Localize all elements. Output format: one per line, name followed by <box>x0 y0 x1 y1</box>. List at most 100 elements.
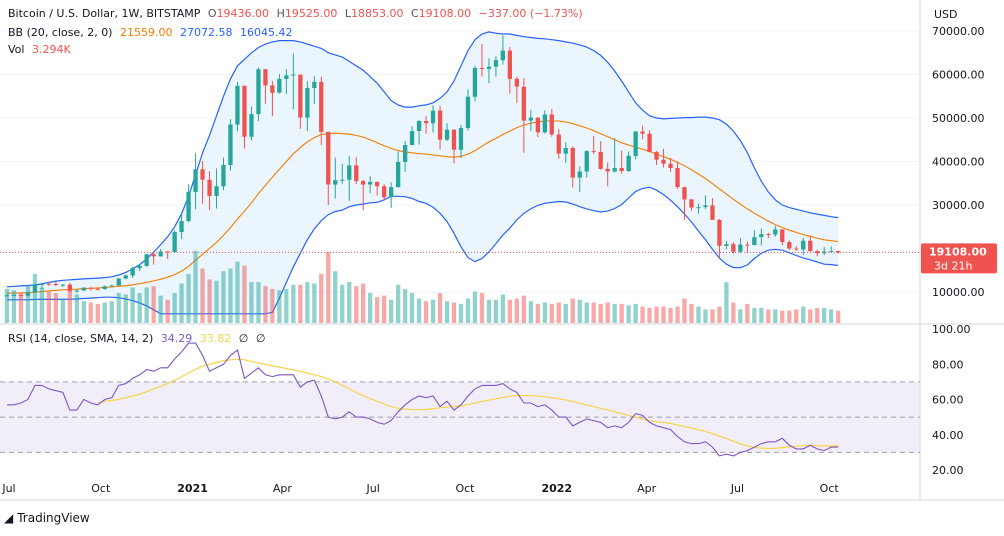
rsi-line <box>7 342 839 457</box>
volume-bar <box>605 302 610 323</box>
volume-bar <box>200 268 205 323</box>
volume-bar <box>151 286 156 323</box>
candle-body <box>598 151 603 169</box>
time-tick-label: Jul <box>1 482 15 495</box>
candle-body <box>409 131 415 145</box>
volume-bar <box>738 309 743 323</box>
price-tick-label: 30000.00 <box>932 199 985 212</box>
volume-bar <box>214 280 219 323</box>
candle-body <box>619 168 624 171</box>
volume-bar <box>186 273 191 323</box>
volume-bar <box>18 293 24 323</box>
volume-bar <box>298 284 303 323</box>
volume-bar <box>507 299 512 323</box>
volume-bar <box>661 306 666 323</box>
candle-body <box>382 186 387 198</box>
volume-bar <box>74 294 79 323</box>
candle-body <box>137 265 142 269</box>
volume-bar <box>116 293 121 323</box>
volume-bar <box>60 298 65 323</box>
candle-body <box>689 199 694 208</box>
volume-bar <box>207 279 212 323</box>
bb-title[interactable]: BB (20, close, 2, 0) <box>8 26 113 39</box>
rsi-extra-value-2: ∅ <box>255 332 266 345</box>
candle-body <box>766 234 771 236</box>
volume-bar <box>228 268 233 323</box>
volume-bar <box>822 308 827 323</box>
volume-bar <box>256 282 261 323</box>
candle-body <box>577 171 582 178</box>
volume-bar <box>193 250 198 323</box>
tradingview-logo[interactable]: ◢ TradingView <box>4 511 90 525</box>
candle-body <box>88 287 93 289</box>
candle-body <box>416 121 422 131</box>
candle-body <box>437 110 443 140</box>
time-tick-label: Oct <box>820 482 840 495</box>
volume-bar <box>486 299 492 323</box>
rsi-legend: RSI (14, close, SMA, 14, 2) 34.29 33.82 … <box>8 332 269 346</box>
price-tick-label: 10000.00 <box>932 286 985 299</box>
candle-body <box>165 251 170 253</box>
price-tick-label: 70000.00 <box>932 25 985 38</box>
candle-body <box>717 219 722 246</box>
candle-body <box>39 283 44 285</box>
candle-body <box>738 244 743 252</box>
volume-bar <box>430 299 436 323</box>
candle-body <box>67 284 72 291</box>
volume-bar <box>745 303 750 323</box>
volume-bar <box>794 309 799 323</box>
volume-title[interactable]: Vol <box>8 43 25 56</box>
volume-bar <box>612 303 617 323</box>
rsi-ma-line <box>97 358 839 450</box>
volume-bar <box>787 310 792 323</box>
volume-bar <box>403 288 408 323</box>
candle-body <box>724 244 729 246</box>
volume-bar <box>242 265 247 323</box>
volume-bar <box>326 252 331 323</box>
volume-bar <box>95 303 100 323</box>
bb-basis-line <box>6 120 839 294</box>
volume-bar <box>165 299 170 323</box>
high-label: H <box>276 7 285 20</box>
volume-bar <box>375 297 380 323</box>
volume-bar <box>158 295 163 323</box>
low-value: 18853.00 <box>350 7 404 20</box>
candle-body <box>319 81 324 132</box>
volume-bar <box>528 301 533 323</box>
candle-body <box>158 251 163 257</box>
volume-bar <box>409 293 415 323</box>
rsi-tick-label: 60.00 <box>932 394 964 407</box>
volume-bar <box>102 302 107 323</box>
candle-body <box>340 179 345 181</box>
volume-bar <box>179 283 184 323</box>
volume-bar <box>263 286 268 323</box>
volume-bar <box>284 288 289 323</box>
bb-lower-value: 16045.42 <box>239 26 293 39</box>
candle-body <box>333 180 338 185</box>
bb-upper-value: 27072.58 <box>179 26 233 39</box>
volume-bar <box>556 302 561 323</box>
volume-bar <box>710 309 715 323</box>
candle-body <box>451 129 457 150</box>
rsi-title[interactable]: RSI (14, close, SMA, 14, 2) <box>8 332 154 345</box>
symbol-title[interactable]: Bitcoin / U.S. Dollar, 1W, BITSTAMP <box>8 7 201 20</box>
volume-bar <box>493 299 499 323</box>
candle-body <box>235 85 240 125</box>
candle-body <box>710 205 715 220</box>
candle-body <box>81 287 86 291</box>
price-tick-label: 50000.00 <box>932 112 985 125</box>
candle-body <box>53 284 58 285</box>
volume-bar <box>640 306 645 323</box>
candle-body <box>829 251 834 253</box>
candle-body <box>361 181 366 185</box>
candle-body <box>731 244 736 252</box>
volume-bar <box>347 282 352 323</box>
volume-bar <box>416 298 422 323</box>
candle-body <box>696 207 701 209</box>
volume-bar <box>382 295 387 323</box>
candle-body <box>521 86 526 121</box>
candle-body <box>151 254 156 257</box>
candle-body <box>626 155 631 171</box>
volume-bar <box>270 288 275 323</box>
